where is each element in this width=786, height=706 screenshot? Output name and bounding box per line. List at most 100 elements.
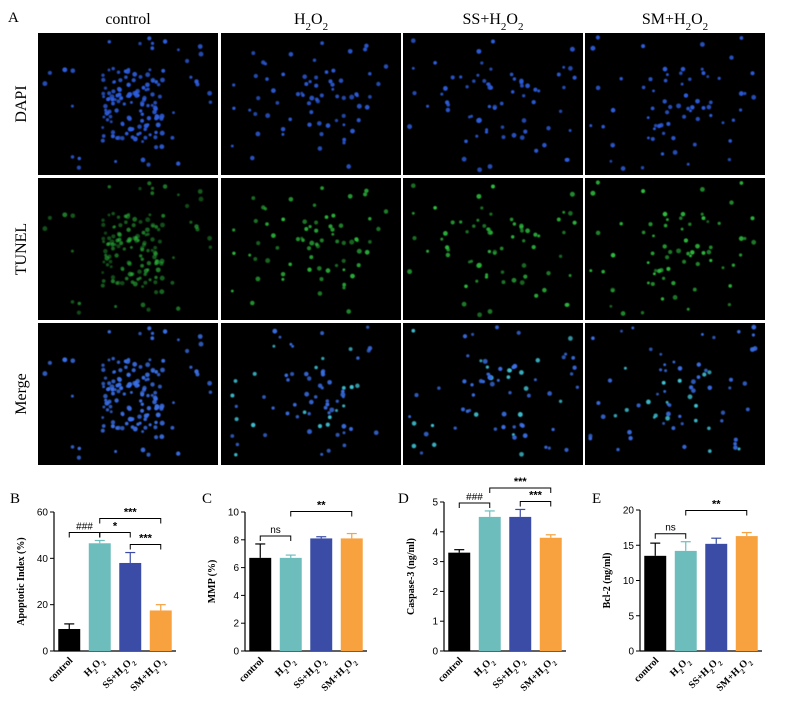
- significance-label: ***: [139, 533, 153, 545]
- significance-label: ###: [76, 521, 93, 532]
- bar-2: [705, 543, 728, 651]
- y-tick-label: 10: [623, 576, 635, 587]
- x-category-label: control: [436, 655, 465, 684]
- x-category-label: H2O2: [668, 655, 694, 681]
- y-tick-label: 40: [37, 554, 49, 565]
- y-tick-label: 1: [432, 617, 438, 628]
- significance-bracket: [458, 502, 491, 508]
- bar-0: [644, 555, 667, 651]
- micrograph-tunel-2: [403, 178, 583, 320]
- x-category-label: H2O2: [273, 655, 299, 681]
- bar-0: [249, 557, 272, 651]
- micrograph-tunel-0: [38, 178, 218, 320]
- significance-label: ***: [529, 489, 543, 501]
- significance-bracket: [654, 533, 687, 539]
- bar-2: [119, 562, 142, 651]
- y-tick-label: 4: [432, 527, 438, 538]
- micrograph-dapi-1: [221, 33, 401, 175]
- y-tick-label: 0: [42, 647, 48, 658]
- significance-bracket: [290, 511, 353, 517]
- bar-1: [674, 550, 697, 651]
- x-category-label: H2O2: [82, 655, 108, 681]
- microscopy-grid: [38, 33, 765, 465]
- significance-bracket: [489, 487, 552, 493]
- x-category-label: H2O2: [472, 655, 498, 681]
- y-axis-label: Bcl-2 (ng/ml): [602, 553, 613, 609]
- bar-1: [88, 543, 111, 651]
- panel-a-letter: A: [8, 10, 19, 26]
- bar-0: [58, 628, 81, 651]
- bar-3: [539, 537, 562, 651]
- significance-label: ns: [270, 525, 281, 536]
- significance-label: ***: [124, 506, 138, 518]
- panel-letter: B: [10, 491, 20, 507]
- micrograph-merge-0: [38, 323, 218, 465]
- y-tick-label: 5: [628, 611, 634, 622]
- y-tick-label: 10: [228, 508, 240, 519]
- micrograph-dapi-2: [403, 33, 583, 175]
- x-category-label: SM+H2O2: [319, 655, 360, 696]
- significance-bracket: [259, 535, 292, 541]
- micrograph-merge-1: [221, 323, 401, 465]
- bar-2: [310, 538, 333, 651]
- y-tick-label: 20: [623, 506, 635, 517]
- row-header-dapi: DAPI: [13, 85, 30, 122]
- y-tick-label: 3: [432, 557, 438, 568]
- bar-0: [448, 552, 471, 651]
- significance-bracket: [685, 510, 748, 516]
- significance-bracket: [68, 531, 101, 538]
- bar-2: [509, 516, 532, 651]
- bar-1: [478, 516, 501, 651]
- micrograph-merge-2: [403, 323, 583, 465]
- panel-letter: D: [398, 491, 409, 507]
- y-axis-label: Caspase-3 (ng/ml): [406, 538, 417, 615]
- bar-3: [340, 538, 363, 651]
- y-tick-label: 60: [37, 508, 49, 519]
- y-tick-label: 5: [432, 498, 438, 509]
- x-category-label: SM+H2O2: [128, 655, 169, 696]
- significance-label: **: [317, 500, 326, 512]
- significance-bracket: [99, 517, 162, 524]
- x-category-label: control: [46, 655, 75, 684]
- significance-label: ***: [514, 476, 528, 488]
- x-category-label: SM+H2O2: [714, 655, 755, 696]
- y-tick-label: 4: [233, 591, 239, 602]
- x-category-label: control: [237, 655, 266, 684]
- column-header-3: SM+H2O2: [642, 11, 708, 33]
- panel-letter: E: [592, 491, 601, 507]
- y-tick-label: 2: [432, 587, 438, 598]
- bar-3: [735, 536, 758, 651]
- y-tick-label: 0: [233, 647, 239, 658]
- y-axis-label: MMP (%): [207, 560, 218, 604]
- row-headers: DAPI TUNEL Merge: [13, 85, 30, 414]
- micrograph-tunel-1: [221, 178, 401, 320]
- column-header-0: control: [105, 11, 151, 28]
- significance-bracket: [519, 500, 552, 507]
- y-tick-label: 0: [628, 647, 634, 658]
- micrograph-tunel-3: [585, 178, 765, 320]
- bar-3: [149, 610, 172, 651]
- row-header-tunel: TUNEL: [13, 223, 30, 275]
- significance-bracket: [129, 544, 162, 550]
- bar-1: [279, 557, 302, 651]
- y-axis-label: Apoptotic Index (%): [16, 537, 27, 625]
- significance-label: *: [113, 520, 118, 532]
- significance-label: **: [712, 499, 721, 511]
- y-tick-label: 15: [623, 541, 635, 552]
- y-tick-label: 0: [432, 647, 438, 658]
- y-tick-label: 6: [233, 563, 239, 574]
- micrograph-dapi-0: [38, 33, 218, 175]
- column-header-1: H2O2: [294, 11, 328, 33]
- x-category-label: control: [632, 655, 661, 684]
- panel-letter: C: [202, 491, 212, 507]
- significance-label: ###: [466, 492, 483, 503]
- column-header-2: SS+H2O2: [463, 11, 524, 33]
- y-tick-label: 20: [37, 600, 49, 611]
- micrograph-merge-3: [585, 323, 765, 465]
